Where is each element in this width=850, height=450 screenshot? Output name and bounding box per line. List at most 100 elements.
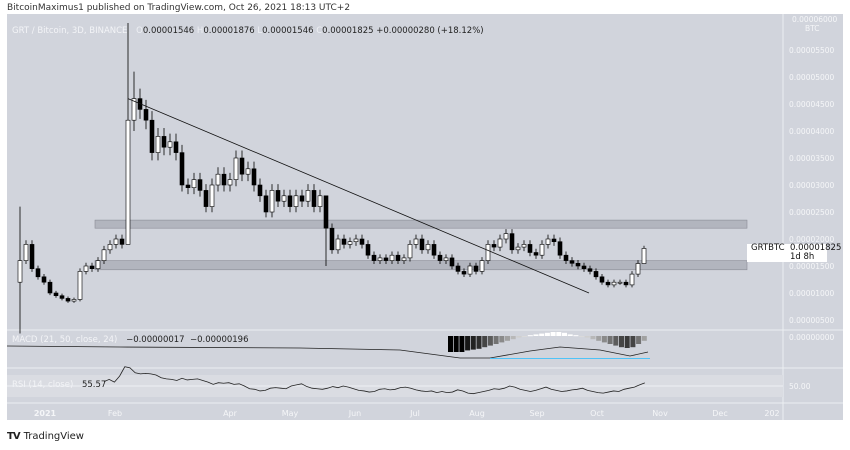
- candle-up: [215, 173, 221, 186]
- open-value: 0.00001546: [142, 26, 195, 36]
- change-value: +0.00000280 (+18.12%): [376, 26, 484, 36]
- macd-histogram-bar: [499, 336, 505, 343]
- price-tick-label: 0.00006000: [792, 15, 838, 24]
- candle-down: [437, 254, 443, 261]
- candle-up: [347, 241, 353, 245]
- macd-histogram-bar: [601, 336, 607, 343]
- candle-up: [17, 260, 23, 283]
- time-tick-label: Jul: [409, 409, 420, 418]
- candle-up: [305, 190, 311, 202]
- macd-histogram-bar: [522, 336, 528, 337]
- candle-up: [281, 195, 287, 202]
- price-tick-label: 0.00004500: [789, 100, 835, 109]
- macd-histogram-bar: [453, 336, 459, 352]
- macd-label: MACD (21, 50, close, 24): [12, 335, 118, 345]
- macd-value: −0.00000017: [126, 335, 185, 345]
- candle-down: [29, 244, 35, 269]
- candle-up: [539, 244, 545, 256]
- candle-up: [71, 299, 77, 302]
- macd-histogram-bar: [607, 336, 613, 344]
- candle-down: [161, 136, 167, 148]
- candle-down: [587, 268, 593, 272]
- candle-down: [149, 119, 155, 153]
- candle-down: [491, 244, 497, 248]
- candle-down: [431, 244, 437, 256]
- macd-histogram-bar: [556, 332, 562, 336]
- candle-down: [395, 254, 401, 261]
- time-tick-label: 2021: [34, 409, 57, 418]
- low-value: 0.00001546: [262, 26, 314, 36]
- price-tick-label: 0.00005500: [789, 46, 835, 55]
- candle-up: [293, 195, 299, 207]
- price-tick-label: 0.00003500: [789, 154, 835, 163]
- candle-down: [299, 195, 305, 202]
- candle-up: [503, 233, 509, 240]
- candle-down: [65, 298, 71, 302]
- macd-histogram-bar: [476, 336, 482, 349]
- candle-down: [461, 271, 467, 275]
- candle-up: [101, 249, 107, 261]
- macd-histogram-bar: [613, 336, 619, 346]
- candle-down: [593, 271, 599, 278]
- rsi-line: [103, 366, 645, 395]
- price-tick-label: 0.00004000: [789, 127, 835, 136]
- candle-up: [425, 244, 431, 251]
- candle-down: [185, 184, 191, 189]
- tag-symbol: GRTBTC: [751, 243, 785, 253]
- macd-histogram-bar: [584, 336, 590, 338]
- chart-background: [7, 14, 843, 420]
- candle-up: [83, 265, 89, 272]
- publish-info: BitcoinMaximus1 published on TradingView…: [7, 3, 351, 13]
- candle-down: [89, 265, 95, 270]
- candle-up: [611, 281, 617, 286]
- candle-down: [35, 268, 41, 278]
- macd-histogram-bar: [510, 336, 516, 340]
- time-axis[interactable]: 2021 Feb Apr May Jun Jul Aug Sep Oct Nov Dec 202: [34, 409, 780, 418]
- candle-up: [227, 179, 233, 186]
- candle-down: [341, 238, 347, 245]
- candle-up: [125, 119, 131, 245]
- price-tick-label: 0.00003000: [789, 181, 835, 190]
- macd-histogram-bar: [493, 336, 499, 344]
- price-tick-label: 0.00002000: [789, 235, 835, 244]
- macd-histogram-bar: [533, 334, 539, 336]
- candle-down: [563, 254, 569, 261]
- macd-histogram-bar: [544, 332, 550, 336]
- candle-up: [233, 157, 239, 180]
- candle-up: [401, 257, 407, 261]
- candle-up: [245, 168, 251, 175]
- footer: TV TradingView: [7, 431, 84, 442]
- candle-down: [383, 257, 389, 261]
- tag-countdown: 1d 8h: [790, 252, 815, 262]
- candle-up: [77, 271, 83, 300]
- candle-down: [509, 233, 515, 251]
- candle-up: [209, 184, 215, 207]
- price-axis[interactable]: 0.00000500 0.00001000 0.00001500 0.00002000…: [789, 15, 838, 325]
- candle-down: [287, 195, 293, 207]
- candle-up: [545, 238, 551, 245]
- tag-price: 0.00001825: [790, 243, 842, 253]
- candle-up: [107, 244, 113, 251]
- candle-down: [605, 281, 611, 286]
- macd-histogram-bar: [590, 336, 596, 340]
- candle-down: [419, 238, 425, 251]
- macd-histogram-bar: [567, 334, 573, 336]
- macd-histogram-bar: [539, 333, 545, 336]
- time-tick-label: Sep: [529, 409, 544, 418]
- candle-up: [413, 238, 419, 245]
- macd-legend: MACD (21, 50, close, 24) −0.00000017 −0.…: [12, 335, 248, 345]
- candle-up: [113, 238, 119, 245]
- candle-up: [317, 195, 323, 207]
- price-tick-label: 0.00002500: [789, 208, 835, 217]
- macd-histogram-bar: [624, 336, 630, 348]
- time-tick-label: Oct: [590, 409, 604, 418]
- candle-down: [323, 195, 329, 229]
- candle-down: [473, 265, 479, 272]
- macd-histogram-bar: [516, 336, 522, 338]
- macd-histogram-bar: [459, 336, 465, 352]
- candle-up: [191, 179, 197, 189]
- price-tick-label: 0.00001500: [789, 262, 835, 271]
- candle-up: [629, 273, 635, 286]
- descending-trendline[interactable]: [127, 98, 590, 294]
